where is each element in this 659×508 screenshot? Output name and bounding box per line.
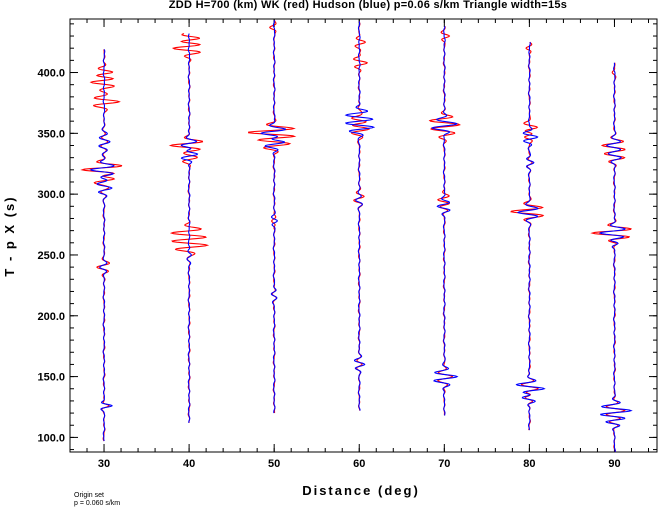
major-ticks <box>70 19 657 452</box>
x-tick-label: 90 <box>608 458 620 470</box>
y-tick-label: 350.0 <box>37 128 65 140</box>
hudson-trace-50 <box>260 20 287 414</box>
hudson-trace-30 <box>89 49 115 442</box>
x-tick-label: 30 <box>98 458 110 470</box>
wk-red-traces <box>80 20 632 453</box>
y-tick-label: 250.0 <box>37 250 65 262</box>
x-tick-label: 40 <box>183 458 195 470</box>
hudson-trace-70 <box>431 26 459 416</box>
x-tick-label: 60 <box>353 458 365 470</box>
wk-trace-30 <box>80 49 123 442</box>
minor-ticks <box>69 19 657 452</box>
x-axis-label: Distance (deg) <box>302 483 420 498</box>
y-tick-label: 150.0 <box>37 372 65 384</box>
y-tick-label: 400.0 <box>37 68 65 80</box>
y-axis-label: T - p X (s) <box>2 195 17 276</box>
wk-trace-80 <box>510 41 545 431</box>
tick-labels: 30 40 50 60 70 80 90 100.0 150.0 200.0 250.0 300.0 3… <box>37 68 620 470</box>
x-tick-label: 50 <box>268 458 280 470</box>
wk-trace-60 <box>350 21 370 411</box>
plot-frame <box>69 18 658 453</box>
hudson-trace-80 <box>515 41 546 431</box>
y-tick-label: 300.0 <box>37 189 65 201</box>
wk-trace-90 <box>590 62 632 453</box>
y-tick-label: 100.0 <box>37 432 65 444</box>
hudson-trace-60 <box>344 21 376 411</box>
x-tick-label: 70 <box>438 458 450 470</box>
chart-title: ZDD H=700 (km) WK (red) Hudson (blue) p=… <box>169 0 567 11</box>
x-tick-label: 80 <box>523 458 535 470</box>
footnote-p: p = 0.060 s/km <box>74 500 120 507</box>
y-tick-label: 200.0 <box>37 311 65 323</box>
hudson-trace-90 <box>598 62 633 453</box>
hudson-trace-40 <box>180 33 199 423</box>
footnote-origin: Origin set <box>74 492 104 499</box>
hudson-blue-traces <box>89 20 633 453</box>
